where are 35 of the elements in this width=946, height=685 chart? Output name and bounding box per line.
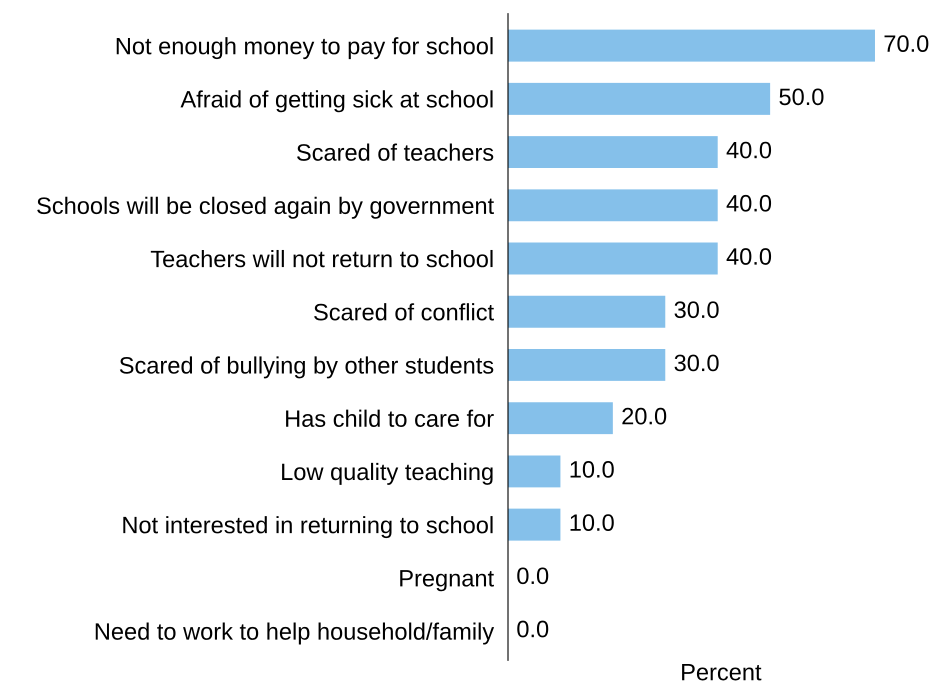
data-label: 0.0 bbox=[517, 567, 548, 584]
data-label: 30.0 bbox=[674, 354, 719, 372]
bar bbox=[508, 82, 770, 115]
data-label: 70.0 bbox=[884, 35, 928, 52]
data-label: 50.0 bbox=[779, 88, 824, 106]
data-label: 10.0 bbox=[570, 514, 614, 531]
bar bbox=[508, 402, 613, 434]
bar bbox=[508, 136, 718, 168]
bar bbox=[508, 242, 718, 274]
y-tick-label: Teachers will not return to school bbox=[150, 250, 493, 268]
data-label: 40.0 bbox=[726, 248, 772, 265]
data-label: 40.0 bbox=[726, 194, 772, 212]
bar bbox=[508, 455, 560, 488]
y-tick-label: Not enough money to pay for school bbox=[116, 37, 493, 60]
y-tick-label: Low quality teaching bbox=[282, 462, 493, 485]
data-label: 20.0 bbox=[622, 408, 666, 425]
data-label: 0.0 bbox=[517, 620, 548, 638]
y-tick-label: Pregnant bbox=[400, 570, 494, 592]
bar bbox=[508, 189, 718, 222]
y-tick-label: Has child to care for bbox=[286, 410, 494, 427]
y-tick-label: Not interested in returning to school bbox=[123, 516, 493, 538]
bar bbox=[508, 508, 560, 541]
y-tick-label: Scared of teachers bbox=[297, 144, 494, 161]
data-label: 40.0 bbox=[726, 142, 772, 158]
x-axis-title: Percent bbox=[682, 664, 762, 680]
bar bbox=[508, 348, 666, 381]
bar bbox=[508, 30, 875, 62]
data-label: 30.0 bbox=[674, 301, 719, 318]
y-tick-label: Scared of conflict bbox=[314, 303, 494, 321]
y-tick-label: Scared of bullying by other students bbox=[120, 356, 494, 378]
y-tick-label: Need to work to help household/family bbox=[96, 622, 494, 645]
y-tick-label: Afraid of getting sick at school bbox=[180, 90, 493, 112]
y-tick-label: Schools will be closed again by government bbox=[37, 196, 494, 219]
bar bbox=[508, 296, 666, 328]
data-label: 10.0 bbox=[570, 461, 614, 478]
